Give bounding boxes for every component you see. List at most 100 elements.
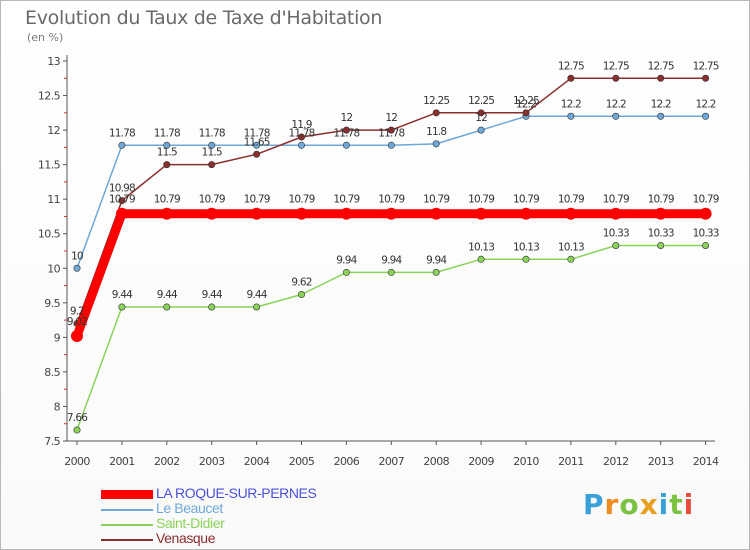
data-label-saint-didier: 10.13 [513, 241, 539, 253]
data-point-la-roque-sur-pernes [430, 207, 443, 220]
data-label-la-roque-sur-pernes: 9.02 [67, 316, 87, 328]
data-label-venasque: 11.5 [157, 147, 177, 159]
y-tick-label: 8 [54, 400, 61, 413]
data-label-venasque: 11.65 [244, 136, 270, 148]
x-tick-label: 2002 [154, 455, 180, 468]
legend-label-saint-didier: Saint-Didier [156, 515, 225, 531]
x-tick-label: 2010 [513, 455, 539, 468]
data-label-venasque: 9.2 [70, 306, 84, 318]
data-point-saint-didier [163, 303, 171, 311]
data-label-saint-didier: 9.44 [202, 289, 223, 301]
data-point-la-roque-sur-pernes [250, 207, 263, 220]
x-tick-label: 2012 [603, 455, 629, 468]
data-point-venasque [297, 133, 305, 141]
data-point-la-roque-sur-pernes [475, 207, 488, 220]
data-point-la-roque-sur-pernes [160, 207, 173, 220]
data-point-le-beaucet [118, 141, 126, 149]
data-point-saint-didier [297, 291, 305, 299]
x-tick-label: 2008 [423, 455, 449, 468]
data-label-le-beaucet: 11.78 [378, 127, 404, 139]
x-tick-label: 2011 [558, 455, 584, 468]
data-point-le-beaucet [702, 112, 710, 120]
data-label-venasque: 12.25 [468, 95, 494, 107]
data-label-le-beaucet: 12.2 [516, 98, 536, 110]
data-point-le-beaucet [477, 126, 485, 134]
data-point-le-beaucet [297, 141, 305, 149]
data-point-venasque [118, 197, 126, 205]
logo-letter: o [619, 488, 640, 521]
data-label-le-beaucet: 12.2 [606, 98, 626, 110]
y-tick-label: 10.5 [38, 228, 61, 241]
data-label-saint-didier: 7.66 [67, 412, 88, 424]
data-label-la-roque-sur-pernes: 10.79 [378, 194, 404, 206]
data-label-venasque: 12.25 [423, 95, 449, 107]
data-point-la-roque-sur-pernes [115, 207, 128, 220]
y-tick-label: 12 [47, 124, 60, 137]
data-point-la-roque-sur-pernes [654, 207, 667, 220]
data-point-saint-didier [253, 303, 261, 311]
data-point-le-beaucet [342, 141, 350, 149]
data-label-la-roque-sur-pernes: 10.79 [288, 194, 314, 206]
y-tick-label: 11 [47, 193, 60, 206]
chart-subtitle: (en %) [27, 31, 64, 44]
logo-letter: i [683, 488, 695, 521]
logo-letter: i [658, 488, 670, 521]
data-label-saint-didier: 9.94 [336, 254, 357, 266]
data-label-saint-didier: 10.13 [468, 241, 494, 253]
data-point-la-roque-sur-pernes [340, 207, 353, 220]
data-label-venasque: 12 [341, 112, 353, 124]
data-label-le-beaucet: 12 [475, 112, 487, 124]
data-label-la-roque-sur-pernes: 10.79 [154, 194, 180, 206]
legend-swatch-saint-didier [101, 524, 153, 526]
logo-letter: x [639, 488, 659, 521]
data-point-la-roque-sur-pernes [699, 207, 712, 220]
data-point-saint-didier [73, 426, 81, 434]
data-label-le-beaucet: 11.78 [109, 127, 135, 139]
data-label-la-roque-sur-pernes: 10.79 [603, 194, 629, 206]
data-point-venasque [477, 109, 485, 117]
data-label-le-beaucet: 10 [71, 250, 83, 262]
data-label-le-beaucet: 12.2 [696, 98, 716, 110]
x-tick-label: 2004 [244, 455, 270, 468]
y-tick-label: 9.5 [44, 297, 60, 310]
data-label-la-roque-sur-pernes: 10.79 [423, 194, 449, 206]
x-tick-label: 2009 [468, 455, 494, 468]
data-label-le-beaucet: 12.2 [651, 98, 671, 110]
y-tick-label: 10 [47, 262, 60, 275]
data-label-le-beaucet: 11.78 [154, 127, 180, 139]
data-label-saint-didier: 9.44 [112, 289, 133, 301]
y-tick-label: 11.5 [38, 159, 61, 172]
data-point-venasque [432, 109, 440, 117]
data-label-la-roque-sur-pernes: 10.79 [468, 194, 494, 206]
chart-title: Evolution du Taux de Taxe d'Habitation [25, 7, 383, 29]
data-label-le-beaucet: 12.2 [561, 98, 581, 110]
x-tick-label: 2000 [64, 455, 90, 468]
data-label-le-beaucet: 11.8 [426, 126, 446, 138]
data-point-saint-didier [432, 268, 440, 276]
data-point-venasque [163, 161, 171, 169]
x-tick-label: 2007 [378, 455, 404, 468]
data-label-le-beaucet: 11.78 [244, 127, 270, 139]
data-label-saint-didier: 9.44 [157, 289, 178, 301]
data-label-la-roque-sur-pernes: 10.79 [109, 194, 135, 206]
x-tick-label: 2005 [289, 455, 315, 468]
data-point-le-beaucet [432, 140, 440, 148]
legend-label-la-roque-sur-pernes: LA ROQUE-SUR-PERNES [156, 485, 317, 501]
data-label-saint-didier: 10.33 [693, 227, 719, 239]
data-point-la-roque-sur-pernes [71, 329, 83, 342]
y-tick-label: 7.5 [44, 435, 60, 448]
data-label-venasque: 11.5 [202, 147, 222, 159]
data-point-saint-didier [567, 255, 575, 263]
proxiti-logo: Proxiti [583, 488, 694, 521]
data-label-la-roque-sur-pernes: 10.79 [199, 194, 225, 206]
data-point-venasque [522, 109, 530, 117]
data-label-venasque: 12 [385, 112, 397, 124]
chart-axes: 7.5 8 8.5 9 9.5 10 10.5 11 11.5 12 12.5 13 2000 2001 2… [38, 55, 720, 468]
data-point-la-roque-sur-pernes [205, 207, 218, 220]
legend-label-le-beaucet: Le Beaucet [156, 500, 223, 516]
logo-letter: t [669, 488, 684, 521]
data-point-venasque [208, 161, 216, 169]
data-point-le-beaucet [612, 112, 620, 120]
